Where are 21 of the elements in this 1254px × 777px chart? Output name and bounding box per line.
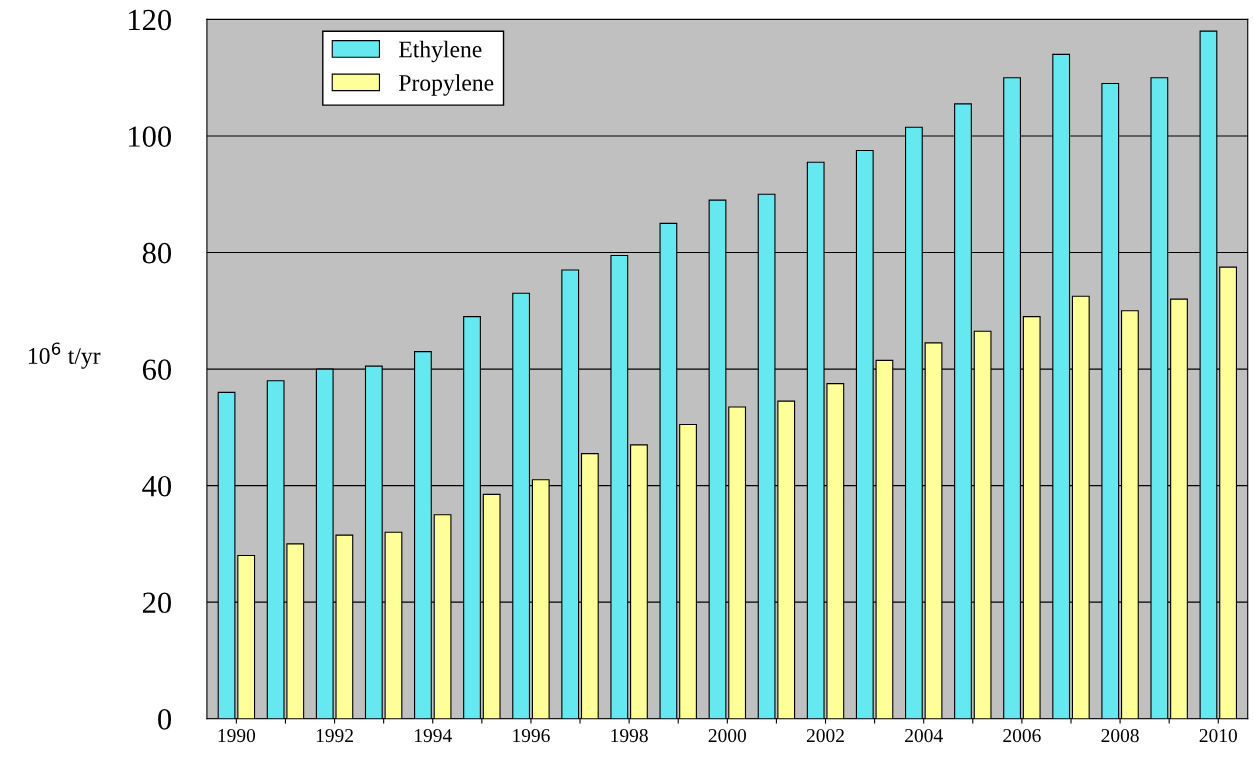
x-tick-label: 1990 bbox=[218, 729, 256, 743]
x-tick-label: 1992 bbox=[316, 729, 353, 743]
legend-label: Propylene bbox=[399, 74, 494, 96]
x-tick-label: 1994 bbox=[415, 729, 452, 743]
y-tick-label: 20 bbox=[142, 592, 172, 614]
x-tick-label: 2002 bbox=[806, 729, 844, 743]
y-tick-label: 40 bbox=[142, 475, 172, 497]
y-tick-label: 100 bbox=[129, 126, 172, 147]
x-tick-label: 2004 bbox=[905, 729, 943, 743]
legend-label: Ethylene bbox=[399, 40, 482, 63]
x-tick-label: 2006 bbox=[1003, 729, 1041, 743]
x-tick-label: 2000 bbox=[708, 729, 747, 743]
y-axis-title: 10$^{6}$ t/yr bbox=[28, 342, 101, 369]
y-tick-label: 60 bbox=[142, 359, 172, 380]
x-tick-label: 2010 bbox=[1199, 729, 1237, 743]
x-tick-label: 1998 bbox=[611, 729, 648, 743]
x-tick-label: 2008 bbox=[1101, 729, 1139, 743]
y-tick-label: 120 bbox=[129, 9, 172, 31]
y-tick-label: 0 bbox=[158, 709, 172, 730]
y-tick-label: 80 bbox=[142, 242, 172, 264]
x-tick-label: 1996 bbox=[513, 729, 550, 743]
